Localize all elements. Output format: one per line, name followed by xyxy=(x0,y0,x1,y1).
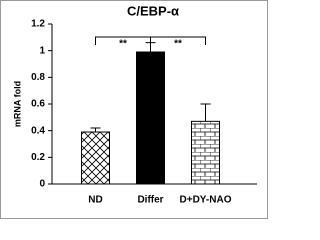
y-tick-label: 0.8 xyxy=(31,72,45,83)
y-tick-label: 0.2 xyxy=(31,152,45,163)
y-tick-label: 0.4 xyxy=(31,125,45,136)
bar xyxy=(191,120,220,185)
y-axis-label: mRNA fold xyxy=(12,81,22,127)
annotation: ** xyxy=(119,39,127,50)
x-tick-label: Differ xyxy=(137,195,163,206)
x-tick-label: ND xyxy=(88,195,102,206)
page: C/EBP-α mRNA fold 0 0.2 0.4 0.6 0.8 1 1.2 ND Dif… xyxy=(0,0,268,219)
x-tick-label: D+DY-NAO xyxy=(180,195,232,206)
y-tick-label: 0 xyxy=(39,179,45,190)
y-tick-label: 0.6 xyxy=(31,99,45,110)
y-tick-label: 1.2 xyxy=(31,19,45,30)
annotation: ** xyxy=(174,39,182,50)
y-tick-label: 1 xyxy=(39,45,45,56)
significance-bracket xyxy=(150,36,206,45)
bar xyxy=(81,131,110,185)
bar xyxy=(136,51,165,185)
chart-title: C/EBP-α xyxy=(127,3,179,18)
chart: C/EBP-α mRNA fold 0 0.2 0.4 0.6 0.8 1 1.2 ND Dif… xyxy=(0,0,268,219)
